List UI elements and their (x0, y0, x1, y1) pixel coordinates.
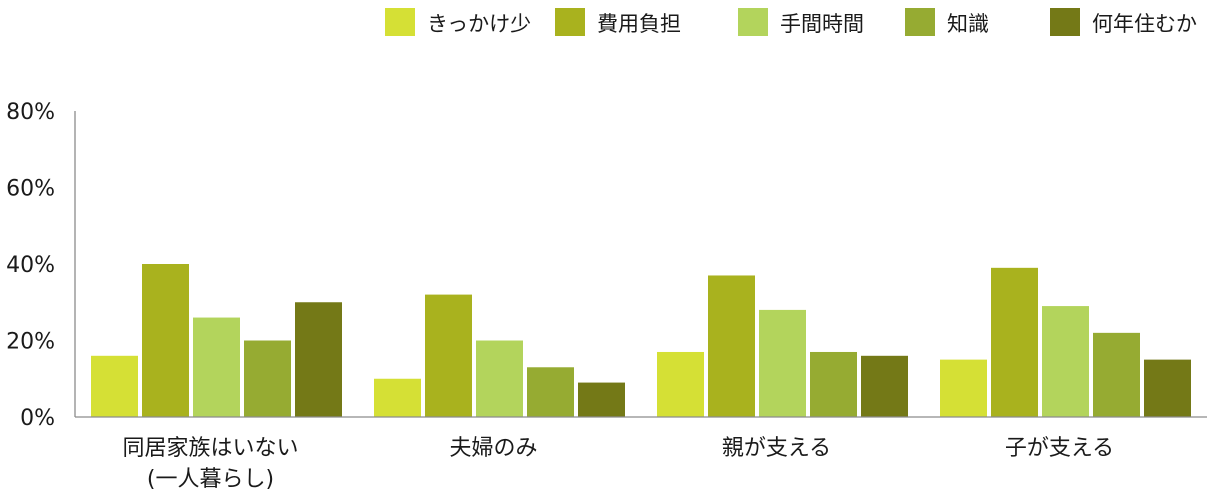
bar (244, 340, 291, 417)
bar (374, 378, 421, 417)
chart-legend: きっかけ少 費用負担 手間時間 知識 何年住むか (385, 8, 1197, 36)
bar (991, 267, 1038, 417)
x-tick-label: 子が支える (1005, 436, 1114, 461)
x-tick-label: (一人暮らし) (147, 467, 274, 492)
legend-swatch (555, 8, 585, 36)
legend-swatch (1050, 8, 1080, 36)
y-axis: 0% 20% 40% 60% 80% (6, 100, 76, 431)
y-tick-label: 80% (6, 100, 55, 125)
bar (708, 275, 755, 417)
bar (861, 355, 908, 417)
bar (1144, 359, 1191, 417)
bar (810, 351, 857, 417)
y-tick-label: 0% (20, 406, 55, 431)
legend-label: きっかけ少 (427, 12, 531, 36)
bar (1093, 332, 1140, 417)
bar (425, 294, 472, 417)
x-tick-label: 同居家族はいない (122, 436, 298, 461)
bar (527, 367, 574, 417)
bar (295, 302, 342, 417)
legend-label: 費用負担 (597, 12, 681, 36)
legend-swatch (385, 8, 415, 36)
y-tick-label: 20% (6, 330, 55, 355)
bar (193, 317, 240, 417)
y-tick-label: 40% (6, 253, 55, 278)
bar (578, 382, 625, 417)
legend-label: 手間時間 (780, 12, 864, 36)
x-tick-label: 親が支える (722, 436, 831, 461)
bar (91, 355, 138, 417)
legend-swatch (738, 8, 768, 36)
legend-label: 知識 (947, 12, 989, 36)
bar (476, 340, 523, 417)
bar (940, 359, 987, 417)
x-tick-label: 夫婦のみ (449, 436, 537, 461)
bar (1042, 306, 1089, 417)
bar (657, 351, 704, 417)
bar-plot-area (91, 264, 1191, 417)
legend-swatch (905, 8, 935, 36)
y-tick-label: 60% (6, 177, 55, 202)
legend-label: 何年住むか (1092, 12, 1197, 36)
x-axis: 同居家族はいない (一人暮らし) 夫婦のみ 親が支える 子が支える (75, 416, 1207, 492)
bar (759, 309, 806, 417)
bar (142, 264, 189, 417)
